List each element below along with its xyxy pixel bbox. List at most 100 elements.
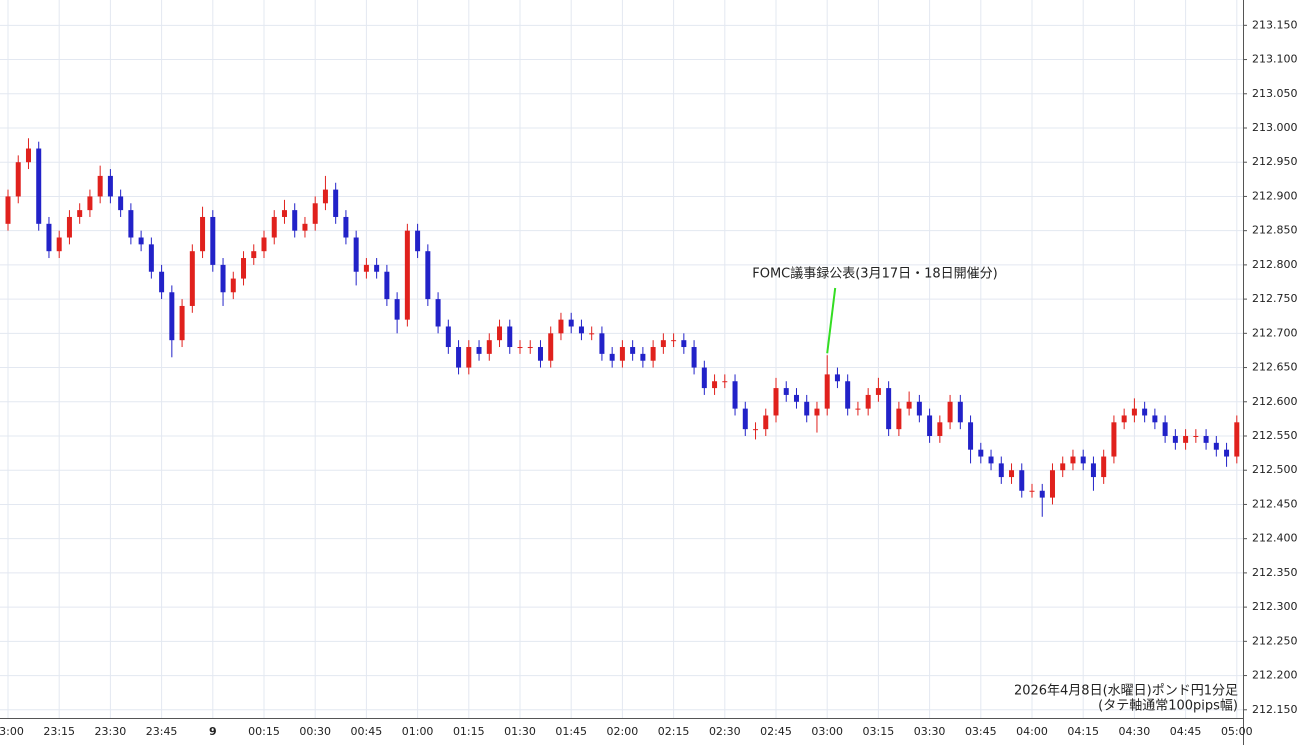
candle-body	[558, 319, 564, 334]
candle-body	[87, 196, 93, 211]
candle-body	[425, 251, 431, 300]
caption: 2026年4月8日(水曜日)ポンド円1分足	[1014, 684, 1238, 699]
candle-body	[691, 347, 697, 368]
candle-body	[5, 196, 11, 224]
candle-body	[1101, 456, 1107, 478]
y-tick-label: 212.300	[1252, 600, 1298, 613]
candle-body	[722, 381, 728, 383]
candle-body	[1193, 436, 1199, 438]
x-tick-label: 01:30	[504, 725, 536, 738]
candle-body	[937, 422, 943, 437]
candle-body	[1183, 436, 1189, 443]
candle-body	[220, 264, 226, 293]
y-tick-label: 212.500	[1252, 463, 1298, 476]
candle-body	[363, 264, 369, 272]
annotation: FOMC議事録公表(3月17日・18日開催分)	[752, 267, 998, 282]
candle-body	[97, 175, 103, 197]
x-tick-label: 00:45	[351, 725, 383, 738]
candle-body	[66, 216, 72, 238]
candle-body	[998, 463, 1004, 478]
x-tick-label: 00:30	[299, 725, 331, 738]
candle-body	[568, 319, 574, 327]
candle-body	[210, 216, 216, 265]
candle-body	[476, 347, 482, 354]
candle-body	[281, 210, 287, 217]
y-tick-label: 212.150	[1252, 703, 1298, 716]
candle-body	[1152, 415, 1158, 423]
candle-body	[251, 251, 257, 259]
candle-body	[834, 374, 840, 382]
candle-body	[1060, 463, 1066, 471]
candle-body	[128, 210, 134, 238]
y-tick-label: 212.800	[1252, 258, 1298, 271]
candle-body	[1029, 490, 1035, 492]
candle-body	[988, 456, 994, 464]
candle-body	[609, 353, 615, 361]
y-tick-label: 212.400	[1252, 532, 1298, 545]
candle-body	[1090, 463, 1096, 478]
candle-body	[712, 381, 718, 389]
candle-body	[640, 353, 646, 361]
candle-body	[916, 401, 922, 416]
candle-body	[783, 388, 789, 395]
candle-body	[333, 189, 339, 217]
y-tick-label: 212.450	[1252, 497, 1298, 510]
candle-body	[118, 196, 124, 211]
candle-body	[15, 162, 21, 197]
candle-body	[927, 415, 933, 437]
candle-body	[1224, 449, 1230, 457]
candle-body	[824, 374, 830, 409]
candle-body	[650, 347, 656, 361]
x-tick-label: 23:45	[146, 725, 178, 738]
y-tick-label: 212.600	[1252, 395, 1298, 408]
candle-body	[1131, 408, 1137, 416]
candle-body	[415, 230, 421, 252]
candle-body	[804, 401, 810, 416]
candle-body	[947, 401, 953, 423]
y-tick-label: 213.000	[1252, 121, 1298, 134]
candle-body	[466, 347, 472, 368]
caption: (タテ軸通常100pips幅)	[1098, 699, 1238, 714]
candle-body	[148, 244, 154, 272]
candle-body	[875, 388, 881, 395]
candle-body	[845, 381, 851, 409]
x-tick-label: 02:30	[709, 725, 741, 738]
x-tick-label: 03:15	[863, 725, 895, 738]
annotation-line	[826, 287, 837, 354]
y-tick-label: 212.350	[1252, 566, 1298, 579]
x-tick-label: 05:00	[1221, 725, 1253, 738]
candle-body	[302, 223, 308, 231]
candle-body	[814, 408, 820, 416]
y-tick-label: 212.650	[1252, 361, 1298, 374]
candle-body	[1213, 442, 1219, 450]
candle-body	[179, 305, 185, 341]
candle-body	[1019, 470, 1025, 491]
candle-body	[394, 299, 400, 320]
x-tick-label: 03:30	[914, 725, 946, 738]
candle-body	[343, 216, 349, 238]
candle-body	[271, 216, 277, 238]
x-tick-label: 00:15	[248, 725, 280, 738]
candle-body	[46, 223, 52, 252]
candle-body	[793, 394, 799, 402]
candle-body	[435, 299, 441, 327]
candle-body	[517, 347, 523, 349]
x-tick-label: 01:15	[453, 725, 485, 738]
y-tick-label: 213.050	[1252, 87, 1298, 100]
candle-body	[1162, 422, 1168, 437]
candle-body	[968, 422, 974, 450]
candle-body	[1142, 408, 1148, 416]
candle-body	[1172, 436, 1178, 443]
candle-body	[578, 326, 584, 334]
x-tick-label: 02:15	[658, 725, 690, 738]
candle-body	[159, 271, 165, 293]
x-tick-label: 04:30	[1119, 725, 1151, 738]
x-tick-label: 03:00	[811, 725, 843, 738]
x-tick-label: 03:45	[965, 725, 997, 738]
candle-body	[763, 415, 769, 430]
candle-body	[978, 449, 984, 457]
candle-body	[230, 278, 236, 293]
y-tick-label: 212.900	[1252, 189, 1298, 202]
candle-body	[486, 340, 492, 354]
